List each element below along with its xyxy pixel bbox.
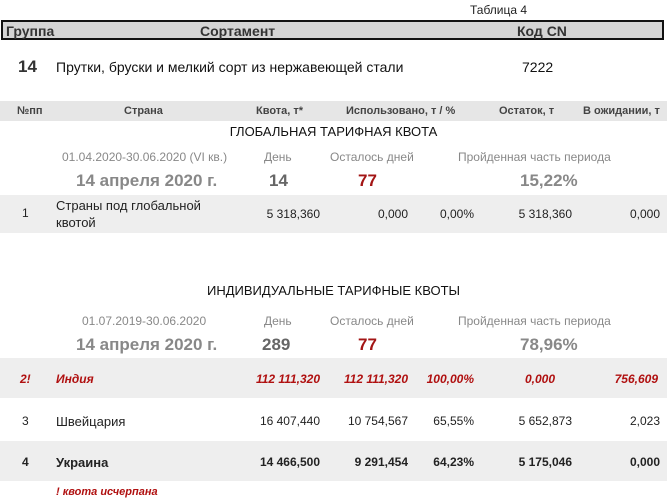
col-header-quota: Квота, т* xyxy=(256,105,304,117)
global-day-label: День xyxy=(264,150,292,164)
individual-days-left-label: Осталось дней xyxy=(330,314,414,328)
switzerland-row-num: 3 xyxy=(22,414,29,428)
ukraine-row-used: 9 291,454 xyxy=(354,455,408,469)
global-date: 14 апреля 2020 г. xyxy=(76,171,218,190)
india-row-rest: 0,000 xyxy=(524,372,555,386)
product-name: Прутки, бруски и мелкий сорт из нержавею… xyxy=(56,59,404,75)
individual-quota-title: ИНДИВИДУАЛЬНЫЕ ТАРИФНЫЕ КВОТЫ xyxy=(206,283,461,298)
col-header-country: Страна xyxy=(124,105,163,117)
ukraine-row-used-pct: 64,23% xyxy=(433,455,474,469)
individual-period: 01.07.2019-30.06.2020 xyxy=(82,314,207,328)
individual-passed-label: Пройденная часть периода xyxy=(458,314,611,328)
individual-days-left-value: 77 xyxy=(358,335,377,354)
india-row-pending: 756,609 xyxy=(614,372,658,386)
individual-day-label: День xyxy=(264,314,292,328)
switzerland-row-used-pct: 65,55% xyxy=(433,414,474,428)
global-row-country-line2: квотой xyxy=(56,215,96,230)
global-row-used-pct: 0,00% xyxy=(439,207,474,221)
global-row-quota: 5 318,360 xyxy=(266,207,320,221)
ukraine-row-num: 4 xyxy=(22,455,29,469)
global-passed-value: 15,22% xyxy=(520,171,578,190)
india-row-quota: 112 111,320 xyxy=(255,372,320,386)
switzerland-row-country: Швейцария xyxy=(56,414,126,429)
cn-code: 7222 xyxy=(522,59,554,75)
col-header-used: Использовано, т / % xyxy=(346,105,456,117)
global-row-pending: 0,000 xyxy=(629,207,660,221)
col-header-num: №пп xyxy=(17,105,43,117)
ukraine-row-quota: 14 466,500 xyxy=(259,455,320,469)
switzerland-row-pending: 2,023 xyxy=(629,414,660,428)
global-day-value: 14 xyxy=(269,171,288,190)
group-header-bar: Группа Сортамент Код CN xyxy=(1,20,664,40)
switzerland-row-rest: 5 652,873 xyxy=(518,414,572,428)
global-row-used: 0,000 xyxy=(377,207,408,221)
india-row-used-pct: 100,00% xyxy=(426,372,474,386)
global-days-left-label: Осталось дней xyxy=(330,150,414,164)
individual-date: 14 апреля 2020 г. xyxy=(76,335,218,354)
table-row xyxy=(0,358,667,398)
column-header-row: №пп Страна Квота, т* Использовано, т / %… xyxy=(0,101,667,121)
global-days-left-value: 77 xyxy=(358,171,377,190)
table-row xyxy=(0,195,667,233)
assortment-col-header: Сортамент xyxy=(200,23,276,39)
code-col-header: Код CN xyxy=(517,23,567,39)
global-period: 01.04.2020-30.06.2020 (VI кв.) xyxy=(62,150,228,164)
global-row-num: 1 xyxy=(22,206,29,220)
table-row xyxy=(0,441,667,481)
group-number: 14 xyxy=(18,57,37,76)
switzerland-row-quota: 16 407,440 xyxy=(259,414,320,428)
ukraine-row-rest: 5 175,046 xyxy=(518,455,572,469)
group-col-header: Группа xyxy=(6,23,55,39)
india-row-used: 112 111,320 xyxy=(343,372,408,386)
exhausted-quota-note: ! квота исчерпана xyxy=(56,486,158,498)
switzerland-row-used: 10 754,567 xyxy=(347,414,408,428)
global-row-country-line1: Страны под глобальной xyxy=(56,198,201,213)
global-row-rest: 5 318,360 xyxy=(518,207,572,221)
individual-passed-value: 78,96% xyxy=(520,335,578,354)
india-row-country: Индия xyxy=(56,372,94,386)
global-quota-title: ГЛОБАЛЬНАЯ ТАРИФНАЯ КВОТА xyxy=(229,124,438,139)
col-header-pending: В ожидании, т xyxy=(583,105,660,117)
global-passed-label: Пройденная часть периода xyxy=(458,150,611,164)
individual-day-value: 289 xyxy=(262,335,291,354)
col-header-rest: Остаток, т xyxy=(499,105,555,117)
table-caption: Таблица 4 xyxy=(470,3,528,17)
india-row-num: 2! xyxy=(20,372,31,386)
ukraine-row-pending: 0,000 xyxy=(629,455,660,469)
ukraine-row-country: Украина xyxy=(56,455,109,470)
